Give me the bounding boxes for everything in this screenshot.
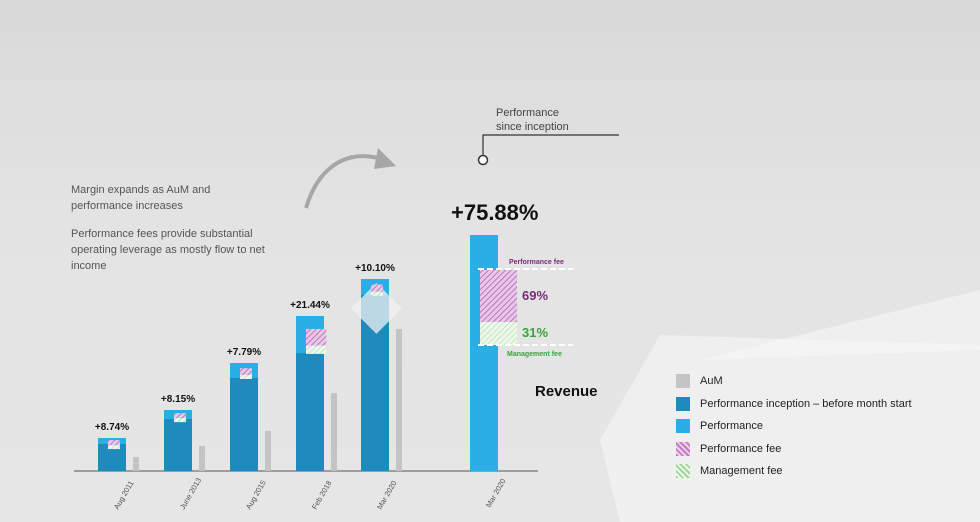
management-fee-block <box>306 345 327 354</box>
arrow-head-icon <box>374 148 396 169</box>
legend-item-inception: Performance inception – before month sta… <box>676 393 976 416</box>
performance-fee-label: Performance fee <box>509 259 564 266</box>
management-fee-block <box>108 445 120 450</box>
performance-fee-block <box>480 270 517 322</box>
performance-fee-pct: 69% <box>522 288 548 303</box>
performance-pct-label: +10.10% <box>355 263 395 274</box>
legend-swatch <box>676 396 690 411</box>
inception-bar <box>296 353 324 471</box>
management-fee-block <box>240 375 252 379</box>
x-tick-label: Mar 2020 <box>375 479 399 511</box>
legend-label: Management fee <box>700 465 783 478</box>
legend-item-management-fee: Management fee <box>676 460 976 483</box>
legend-label: Performance fee <box>700 442 782 455</box>
x-tick-label: Feb 2018 <box>310 479 334 511</box>
callout-line <box>482 134 619 156</box>
performance-fee-block <box>240 368 252 375</box>
legend-item-aum: AuM <box>676 370 976 393</box>
aum-bar <box>265 431 271 471</box>
aum-bar <box>133 457 139 471</box>
performance-pct-label: +8.15% <box>161 394 195 405</box>
performance-pct-label: +21.44% <box>290 300 330 311</box>
legend-swatch <box>676 419 690 434</box>
bar-group: +8.74% Aug 2011 +8.15% June 2013 +7.79% Aug 2… <box>95 263 402 511</box>
legend-swatch <box>676 374 690 389</box>
background-shape <box>600 335 980 522</box>
background-shape <box>700 290 980 360</box>
total-performance-value: +75.88% <box>451 200 539 225</box>
legend-label: Performance <box>700 420 763 433</box>
aum-bar <box>331 393 337 471</box>
margin-note: Margin expands as AuM and performance in… <box>71 184 211 212</box>
performance-since-inception-label: Performance since inception <box>496 107 569 133</box>
inception-bar <box>230 378 258 471</box>
leverage-note: Performance fees provide substantial ope… <box>71 228 265 272</box>
revenue-label: Revenue <box>535 383 598 400</box>
x-tick-label: June 2013 <box>178 476 203 511</box>
management-fee-pct: 31% <box>522 325 548 340</box>
aum-bar <box>199 446 205 471</box>
callout-dot <box>477 154 489 166</box>
management-fee-block <box>174 418 186 423</box>
performance-fee-block <box>108 440 120 446</box>
legend-swatch <box>676 464 690 479</box>
management-fee-label: Management fee <box>507 351 562 358</box>
aum-bar <box>396 329 402 471</box>
final-category-label: Mar 2020 <box>484 477 508 509</box>
curved-arrow-icon <box>304 154 379 209</box>
legend-label: AuM <box>700 375 723 388</box>
performance-fee-block <box>174 413 186 419</box>
x-tick-label: Aug 2015 <box>244 479 268 511</box>
management-fee-block <box>371 291 383 296</box>
x-tick-label: Aug 2011 <box>112 479 136 511</box>
performance-pct-label: +7.79% <box>227 347 261 358</box>
chart-legend: AuM Performance inception – before month… <box>676 370 976 483</box>
inception-bar <box>164 419 192 471</box>
performance-fee-block <box>371 284 383 292</box>
legend-item-performance-fee: Performance fee <box>676 438 976 461</box>
management-fee-block <box>480 322 517 345</box>
performance-pct-label: +8.74% <box>95 422 129 433</box>
performance-fee-block <box>306 328 327 346</box>
legend-item-performance: Performance <box>676 415 976 438</box>
legend-label: Performance inception – before month sta… <box>700 397 912 410</box>
legend-swatch <box>676 441 690 456</box>
